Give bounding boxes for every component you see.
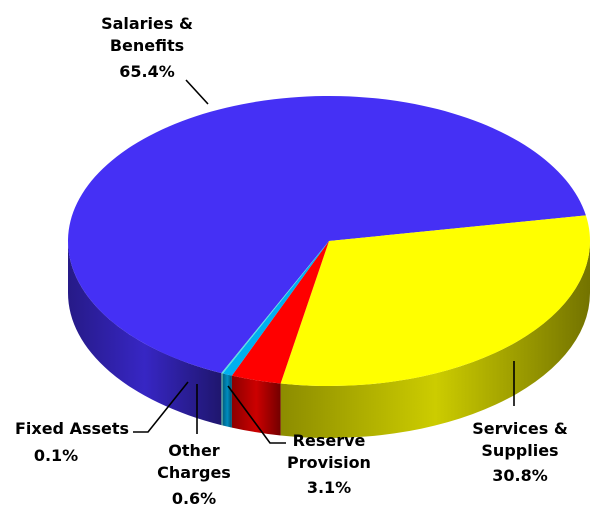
pie-side-reserve-provision — [231, 375, 281, 436]
pie-side-salaries-benefits — [68, 241, 222, 426]
slice-label-fixed-assets-line-1: Fixed Assets — [15, 419, 129, 438]
pie-slice-other-charges — [222, 241, 329, 376]
slice-label-services-supplies-line-1: Services & — [472, 419, 568, 438]
slice-value-reserve-provision: 3.1% — [307, 478, 351, 497]
slice-label-reserve-provision-line-1: Reserve — [293, 431, 366, 450]
leader-lines — [133, 79, 515, 444]
slice-value-salaries-benefits: 65.4% — [119, 62, 175, 81]
pie-slice-services-supplies — [280, 215, 590, 386]
leader-line-reserve-provision — [227, 385, 286, 444]
slice-value-fixed-assets: 0.1% — [34, 446, 78, 465]
pie-sides — [68, 241, 590, 438]
pie-side-fixed-assets — [221, 373, 223, 426]
leader-line-fixed-assets — [133, 381, 189, 433]
slice-label-services-supplies-line-2: Supplies — [481, 441, 558, 460]
leader-line-salaries-benefits — [185, 79, 209, 105]
slice-value-other-charges: 0.6% — [172, 489, 216, 508]
slice-label-salaries-benefits-line-1: Salaries & — [101, 14, 193, 33]
slice-label-reserve-provision-line-2: Provision — [287, 453, 371, 472]
pie-slice-salaries-benefits — [67, 96, 586, 374]
pie-slice-reserve-provision — [231, 241, 329, 384]
slice-labels: Salaries & Benefits 65.4% Services & Supplie… — [15, 14, 568, 508]
slice-label-salaries-benefits-line-2: Benefits — [110, 36, 184, 55]
slice-label-other-charges-line-2: Charges — [157, 463, 231, 482]
pie-slice-fixed-assets — [221, 241, 329, 374]
pie-side-services-supplies — [280, 241, 590, 438]
pie-tops — [67, 96, 590, 386]
pie-side-other-charges — [222, 373, 232, 428]
slice-label-other-charges-line-1: Other — [168, 441, 219, 460]
slice-value-services-supplies: 30.8% — [492, 466, 548, 485]
